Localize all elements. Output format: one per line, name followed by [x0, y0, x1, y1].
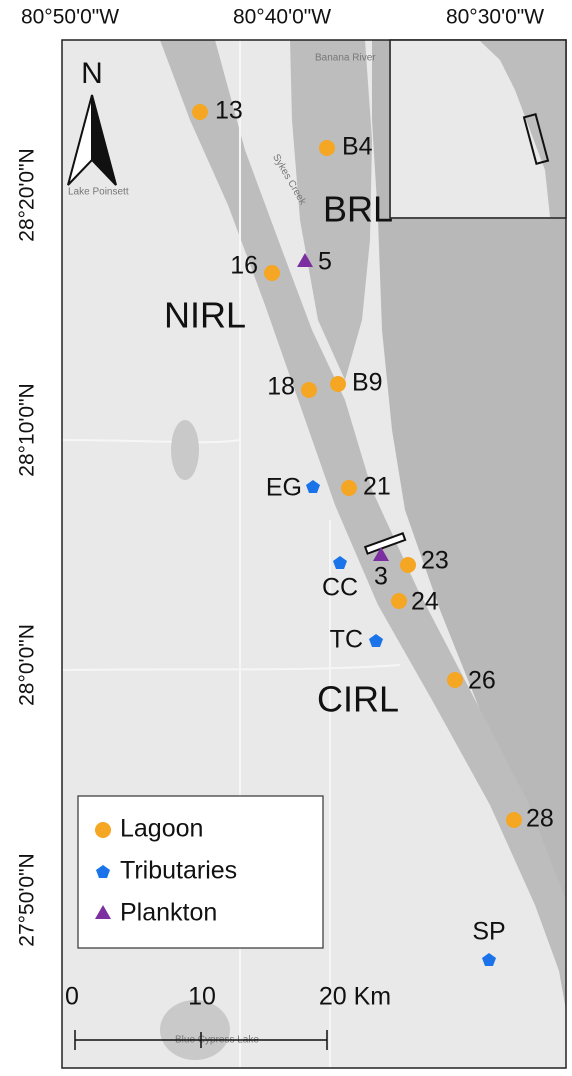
- longitude-label: 80°50'0"W: [21, 6, 119, 29]
- north-arrow: N: [67, 57, 117, 186]
- scale-bar: 0 10 20 Km: [65, 983, 391, 1050]
- map-frame: [61, 39, 567, 1069]
- station-label: B9: [352, 369, 383, 397]
- station-label: 5: [318, 248, 332, 276]
- station-label: EG: [266, 474, 302, 502]
- legend-label: Plankton: [120, 899, 217, 927]
- tributary-station: [306, 480, 320, 493]
- station-label: CC: [322, 574, 358, 602]
- lagoon-station: [319, 140, 335, 156]
- lagoon-station: [400, 557, 416, 573]
- station-label: 26: [468, 667, 496, 695]
- tributary-station: [482, 953, 496, 966]
- latitude-label: 28°10'0"N: [16, 383, 39, 476]
- lagoon-station: [264, 265, 280, 281]
- station-label: 24: [411, 588, 439, 616]
- basemap-label: Lake Poinsett: [68, 187, 129, 198]
- basemap-label: Banana River: [315, 53, 376, 64]
- region-label: CIRL: [317, 679, 399, 720]
- station-label: 23: [421, 547, 449, 575]
- scale-label: 20 Km: [319, 983, 391, 1011]
- inset-map: [389, 39, 567, 219]
- longitude-label: 80°30'0"W: [446, 6, 544, 29]
- plankton-station: [297, 253, 313, 267]
- station-label: SP: [472, 918, 505, 946]
- lagoon-station: [192, 104, 208, 120]
- station-label: 16: [230, 252, 258, 280]
- station-label: 18: [267, 373, 295, 401]
- lagoon-station: [447, 672, 463, 688]
- region-label: BRL: [323, 189, 393, 230]
- scale-label: 0: [65, 983, 79, 1011]
- latitude-label: 27°50'0"N: [16, 853, 39, 946]
- legend: Lagoon Tributaries Plankton: [77, 795, 324, 949]
- plankton-station: [373, 547, 389, 561]
- lagoon-station: [506, 812, 522, 828]
- region-label: NIRL: [164, 295, 246, 336]
- legend-label: Lagoon: [120, 815, 203, 843]
- latitude-label: 28°20'0"N: [16, 148, 39, 241]
- north-label: N: [81, 57, 103, 90]
- latitude-label: 28°0'0"N: [16, 624, 39, 706]
- scale-label: 10: [188, 983, 216, 1011]
- lagoon-station: [391, 593, 407, 609]
- station-label: B4: [342, 133, 373, 161]
- station-label: 3: [374, 563, 388, 591]
- station-label: 28: [526, 805, 554, 833]
- lagoon-station: [341, 480, 357, 496]
- tributary-station: [333, 556, 347, 569]
- lagoon-station: [301, 382, 317, 398]
- longitude-label: 80°40'0"W: [233, 6, 331, 29]
- lagoon-station: [330, 376, 346, 392]
- station-label: 13: [215, 97, 243, 125]
- stations: 13 B4 5 16 18 B9 21 EG 3 23 CC 24 TC 26 …: [192, 97, 554, 966]
- legend-label: Tributaries: [120, 857, 237, 885]
- transect: [363, 532, 407, 555]
- tributary-station: [369, 634, 383, 647]
- station-label: TC: [330, 626, 363, 654]
- station-label: 21: [363, 473, 391, 501]
